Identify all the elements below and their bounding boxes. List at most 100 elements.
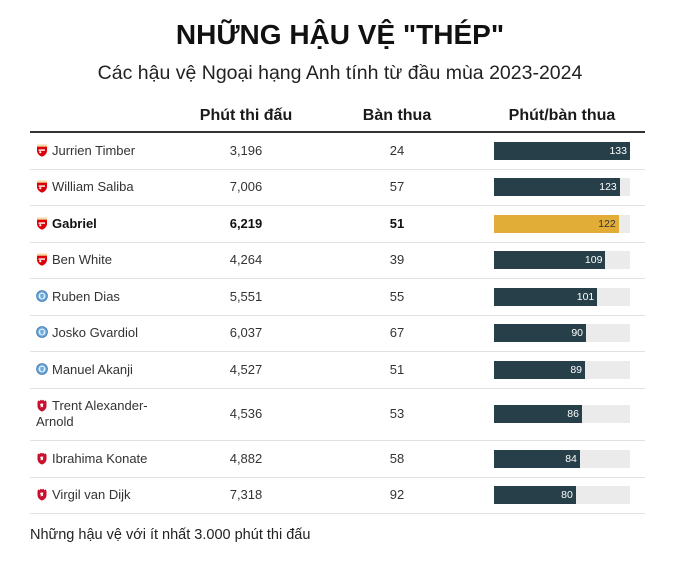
goals-conceded: 58 — [389, 450, 405, 466]
minutes-per-goal-bar: 122 — [494, 214, 619, 233]
minutes-per-goal-bar: 133 — [494, 141, 630, 160]
header-minutes-per-goal-cell: Phút/bàn thua — [472, 106, 645, 131]
goals-conceded: 67 — [389, 325, 405, 341]
minutes-per-goal-cell: 80 — [472, 486, 645, 505]
minutes-per-goal-cell: 89 — [472, 360, 645, 379]
man-city-crest-icon — [36, 362, 48, 376]
minutes-played: 4,882 — [229, 450, 263, 466]
defenders-table: Phút thi đấu Bàn thua Phút/bàn thua Jurr… — [30, 99, 645, 514]
minutes-played: 7,006 — [229, 179, 263, 195]
chart-title: NHỮNG HẬU VỆ "THÉP" — [175, 19, 505, 50]
header-goals-conceded: Bàn thua — [362, 107, 432, 124]
minutes-per-goal-bar: 90 — [494, 324, 587, 343]
header-player-cell — [30, 126, 170, 131]
minutes-per-goal-label: 133 — [609, 144, 627, 157]
minutes-per-goal-label: 86 — [567, 408, 579, 421]
man-city-crest-icon — [36, 326, 48, 339]
table-row: Jurrien Timber 3,196 24 133 — [30, 133, 645, 170]
minutes-per-goal-label: 122 — [598, 217, 616, 230]
minutes-per-goal-cell: 133 — [472, 141, 645, 160]
minutes-per-goal-label: 80 — [561, 489, 573, 502]
table-header-row: Phút thi đấu Bàn thua Phút/bàn thua — [30, 99, 645, 133]
player-cell: Ben White — [30, 243, 170, 279]
chart-subtitle: Các hậu vệ Ngoại hạng Anh tính từ đầu mù… — [97, 62, 583, 84]
minutes-per-goal-label: 109 — [584, 254, 603, 267]
player-name: Ibrahima Konate — [52, 450, 148, 466]
bar-track: 109 — [494, 251, 630, 270]
minutes-played: 4,527 — [229, 361, 263, 377]
minutes-per-goal-bar: 123 — [494, 178, 620, 197]
minutes-per-goal-cell: 101 — [472, 287, 645, 306]
table-row: Trent Alexander-Arnold 4,536 53 86 — [30, 389, 645, 441]
bar-track: 90 — [494, 324, 630, 343]
minutes-per-goal-label: 84 — [565, 452, 577, 465]
bar-track: 89 — [494, 360, 630, 379]
minutes-played: 3,196 — [229, 142, 263, 158]
minutes-per-goal-cell: 84 — [472, 449, 645, 468]
minutes-played: 6,037 — [229, 325, 263, 341]
minutes-per-goal-bar: 89 — [494, 360, 585, 379]
bar-track: 84 — [494, 449, 630, 468]
table-row: William Saliba 7,006 57 123 — [30, 170, 645, 206]
player-name: Gabriel — [52, 215, 97, 231]
table-row: Ruben Dias 5,551 55 101 — [30, 279, 645, 316]
goals-conceded: 51 — [389, 361, 405, 377]
minutes-played: 7,318 — [229, 487, 263, 503]
table-row: Ibrahima Konate 4,882 58 84 — [30, 441, 645, 478]
player-name: Jurrien Timber — [52, 142, 136, 158]
footer-note: Những hậu vệ với ít nhất 3.000 phút thi … — [30, 527, 311, 543]
bar-track: 122 — [494, 214, 630, 233]
goals-conceded: 92 — [389, 487, 405, 503]
player-cell: Trent Alexander-Arnold — [30, 389, 170, 441]
bar-track: 80 — [494, 486, 630, 505]
player-name: Ruben Dias — [52, 288, 120, 304]
arsenal-crest-icon — [36, 144, 48, 157]
minutes-played: 4,536 — [229, 406, 263, 422]
player-cell: William Saliba — [30, 170, 170, 206]
minutes-per-goal-cell: 109 — [472, 251, 645, 270]
goals-conceded: 53 — [389, 406, 405, 422]
man-city-crest-icon — [36, 289, 48, 303]
player-cell: Jurrien Timber — [30, 133, 170, 169]
minutes-per-goal-cell: 123 — [472, 178, 645, 197]
minutes-per-goal-bar: 101 — [494, 287, 598, 306]
minutes-per-goal-label: 90 — [571, 327, 584, 340]
liverpool-crest-icon — [36, 452, 48, 465]
player-cell: Manuel Akanji — [30, 352, 170, 388]
goals-conceded: 39 — [389, 252, 405, 268]
goals-conceded: 24 — [389, 142, 405, 158]
liverpool-crest-icon — [36, 399, 48, 412]
table-row: Josko Gvardiol 6,037 67 90 — [30, 316, 645, 352]
goals-conceded: 55 — [389, 288, 405, 304]
player-cell: Ibrahima Konate — [30, 441, 170, 477]
minutes-per-goal-cell: 90 — [472, 324, 645, 343]
minutes-per-goal-cell: 86 — [472, 405, 645, 424]
player-name: Ben White — [52, 252, 112, 268]
goals-conceded: 57 — [389, 179, 405, 195]
player-cell: Josko Gvardiol — [30, 316, 170, 352]
minutes-per-goal-bar: 80 — [494, 486, 576, 505]
player-name: William Saliba — [52, 179, 134, 195]
bar-track: 101 — [494, 287, 630, 306]
minutes-played: 6,219 — [229, 215, 263, 231]
minutes-played: 4,264 — [229, 252, 263, 268]
header-minutes-per-goal: Phút/bàn thua — [508, 107, 616, 124]
player-name: Manuel Akanji — [52, 361, 133, 377]
table-body: Jurrien Timber 3,196 24 133 William Saliba 7,… — [30, 133, 645, 514]
table-row-highlighted: Gabriel 6,219 51 122 — [30, 206, 645, 243]
minutes-per-goal-label: 89 — [570, 363, 582, 376]
table-row: Ben White 4,264 39 109 — [30, 243, 645, 279]
table-row: Manuel Akanji 4,527 51 89 — [30, 352, 645, 389]
goals-conceded: 51 — [389, 215, 405, 231]
arsenal-crest-icon — [36, 217, 48, 230]
minutes-per-goal-bar: 84 — [494, 449, 580, 468]
player-name: Trent Alexander-Arnold — [36, 398, 148, 430]
minutes-per-goal-label: 101 — [576, 290, 595, 303]
arsenal-crest-icon — [36, 253, 48, 266]
player-cell: Gabriel — [30, 206, 170, 242]
bar-track: 123 — [494, 178, 630, 197]
minutes-per-goal-cell: 122 — [472, 214, 645, 233]
player-cell: Virgil van Dijk — [30, 478, 170, 514]
player-name: Josko Gvardiol — [52, 325, 138, 341]
header-minutes: Phút thi đấu — [199, 107, 293, 124]
